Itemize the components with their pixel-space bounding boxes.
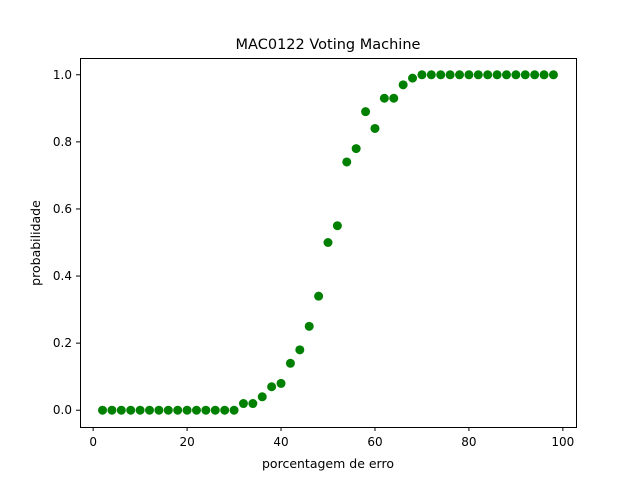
data-point bbox=[511, 70, 521, 80]
data-point bbox=[220, 405, 230, 415]
data-point bbox=[116, 405, 126, 415]
x-tick-label: 20 bbox=[179, 435, 194, 449]
data-point bbox=[201, 405, 211, 415]
x-tick-label: 40 bbox=[273, 435, 288, 449]
data-point bbox=[436, 70, 446, 80]
data-point bbox=[154, 405, 164, 415]
data-point bbox=[351, 144, 361, 154]
data-point bbox=[304, 321, 314, 331]
data-point bbox=[238, 399, 248, 409]
data-point bbox=[464, 70, 474, 80]
data-point bbox=[426, 70, 436, 80]
data-point bbox=[379, 93, 389, 103]
data-point bbox=[107, 405, 117, 415]
y-tick-label: 0.2 bbox=[53, 336, 72, 350]
data-point bbox=[539, 70, 549, 80]
data-point bbox=[332, 221, 342, 231]
y-axis-ticks: 0.0 0.2 0.4 0.6 0.8 1.0 bbox=[53, 68, 80, 417]
data-point bbox=[455, 70, 465, 80]
y-tick-label: 0.6 bbox=[53, 202, 72, 216]
x-axis-label: porcentagem de erro bbox=[262, 456, 394, 471]
data-point bbox=[135, 405, 145, 415]
data-point bbox=[445, 70, 455, 80]
data-point bbox=[389, 93, 399, 103]
data-point bbox=[182, 405, 192, 415]
data-point bbox=[191, 405, 201, 415]
data-point bbox=[126, 405, 136, 415]
y-tick-label: 0.8 bbox=[53, 135, 72, 149]
y-tick-label: 1.0 bbox=[53, 68, 72, 82]
data-point bbox=[173, 405, 183, 415]
data-point bbox=[248, 399, 258, 409]
data-point bbox=[285, 358, 295, 368]
data-point bbox=[417, 70, 427, 80]
data-point bbox=[492, 70, 502, 80]
data-point bbox=[520, 70, 530, 80]
chart-title: MAC0122 Voting Machine bbox=[236, 37, 421, 53]
data-point bbox=[530, 70, 540, 80]
data-point bbox=[473, 70, 483, 80]
data-point bbox=[145, 405, 155, 415]
data-point bbox=[314, 291, 324, 301]
x-axis-ticks: 0 20 40 60 80 100 bbox=[89, 427, 574, 449]
data-point bbox=[323, 238, 333, 247]
x-tick-label: 60 bbox=[367, 435, 382, 449]
plot-frame bbox=[80, 58, 577, 428]
data-point bbox=[483, 70, 493, 80]
data-point bbox=[295, 345, 305, 355]
data-points bbox=[98, 70, 558, 415]
data-point bbox=[361, 107, 371, 117]
data-point bbox=[210, 405, 220, 415]
data-point bbox=[398, 80, 408, 90]
data-point bbox=[98, 405, 108, 415]
data-point bbox=[342, 157, 352, 167]
data-point bbox=[267, 382, 277, 392]
data-point bbox=[229, 405, 239, 415]
data-point bbox=[163, 405, 173, 415]
x-tick-label: 100 bbox=[551, 435, 574, 449]
y-axis-label: probabilidade bbox=[28, 200, 43, 286]
data-point bbox=[501, 70, 511, 80]
data-point bbox=[548, 70, 558, 80]
data-point bbox=[408, 73, 418, 83]
y-tick-label: 0.4 bbox=[53, 269, 72, 283]
y-tick-label: 0.0 bbox=[53, 403, 72, 417]
data-point bbox=[276, 378, 286, 388]
x-tick-label: 80 bbox=[461, 435, 476, 449]
data-point bbox=[257, 392, 267, 402]
data-point bbox=[370, 123, 380, 133]
x-tick-label: 0 bbox=[89, 435, 97, 449]
